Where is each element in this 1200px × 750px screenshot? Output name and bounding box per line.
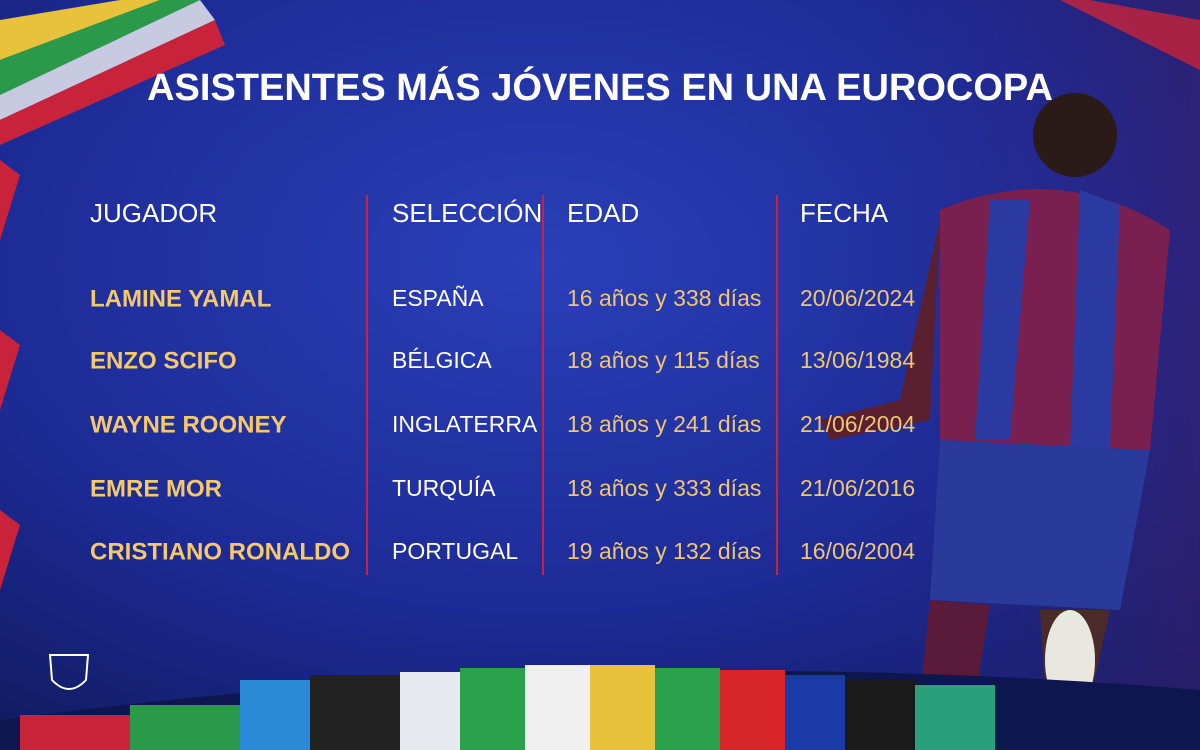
national-team: INGLATERRA (392, 411, 538, 437)
column-header: EDAD (567, 198, 639, 228)
player-name: LAMINE YAMAL (90, 285, 271, 312)
player-name: WAYNE ROONEY (90, 411, 287, 438)
date: 20/06/2024 (800, 285, 915, 311)
age: 18 años y 333 días (567, 475, 761, 501)
title: ASISTENTES MÁS JÓVENES EN UNA EUROCOPA (147, 65, 1053, 109)
date: 21/06/2016 (800, 475, 915, 501)
column-header: FECHA (800, 198, 889, 228)
player-photo (820, 93, 1170, 710)
column-header: JUGADOR (90, 198, 217, 228)
date: 13/06/1984 (800, 347, 915, 373)
national-team: ESPAÑA (392, 285, 484, 311)
player-name: ENZO SCIFO (90, 347, 237, 374)
crest (48, 654, 90, 690)
national-team: PORTUGAL (392, 538, 518, 564)
player-name: CRISTIANO RONALDO (90, 538, 350, 565)
date: 16/06/2004 (800, 538, 915, 564)
corner-decoration (0, 0, 1200, 590)
player-name: EMRE MOR (90, 475, 222, 502)
age: 18 años y 241 días (567, 411, 761, 437)
age: 16 años y 338 días (567, 285, 761, 311)
date: 21/06/2004 (800, 411, 915, 437)
national-team: TURQUÍA (392, 475, 496, 501)
national-team: BÉLGICA (392, 347, 492, 373)
age: 18 años y 115 días (567, 347, 760, 373)
column-header: SELECCIÓN (392, 198, 542, 228)
table: JUGADOR SELECCIÓN EDAD FECHA LAMINE YAMAL ESP… (90, 195, 915, 575)
age: 19 años y 132 días (567, 538, 761, 564)
bottom-decoration (0, 665, 1200, 750)
